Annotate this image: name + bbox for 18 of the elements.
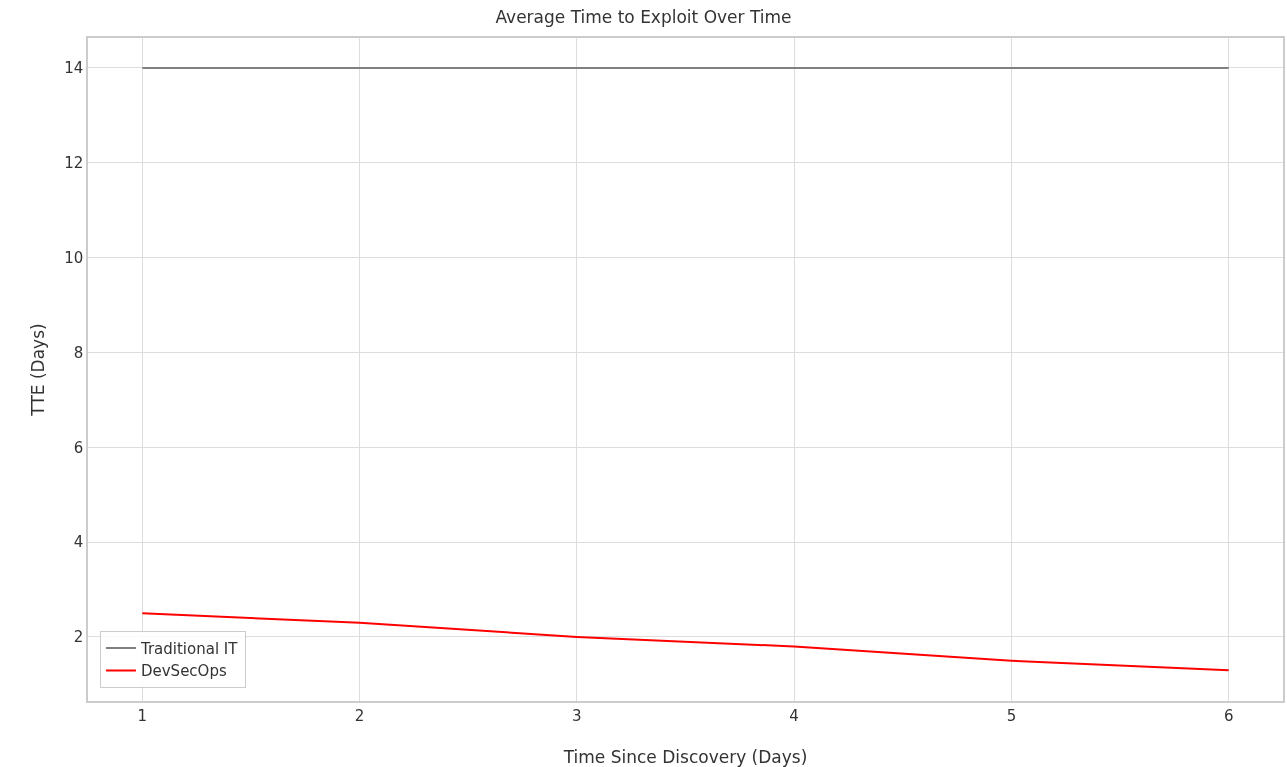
x-tick-label: 5 [1006,706,1017,725]
x-tick-label: 1 [137,706,148,725]
x-tick-label: 4 [789,706,799,725]
x-tick-label: 3 [572,706,582,725]
y-axis-title: TTE (Days) [27,323,48,417]
x-tick-label: 6 [1223,706,1234,725]
x-tick-label: 2 [354,706,365,725]
y-tick-label: 8 [73,343,84,362]
y-tick-label: 10 [64,248,84,267]
y-tick-label: 2 [73,628,84,647]
y-tick-label: 14 [64,59,84,78]
chart-title: Average Time to Exploit Over Time [495,7,792,28]
legend-label: Traditional IT [139,639,239,658]
y-tick-label: 12 [64,153,84,172]
x-axis-title: Time Since Discovery (Days) [562,746,808,767]
y-tick-label: 4 [73,533,84,552]
legend-label: DevSecOps [140,662,227,681]
y-tick-label: 6 [73,438,84,457]
